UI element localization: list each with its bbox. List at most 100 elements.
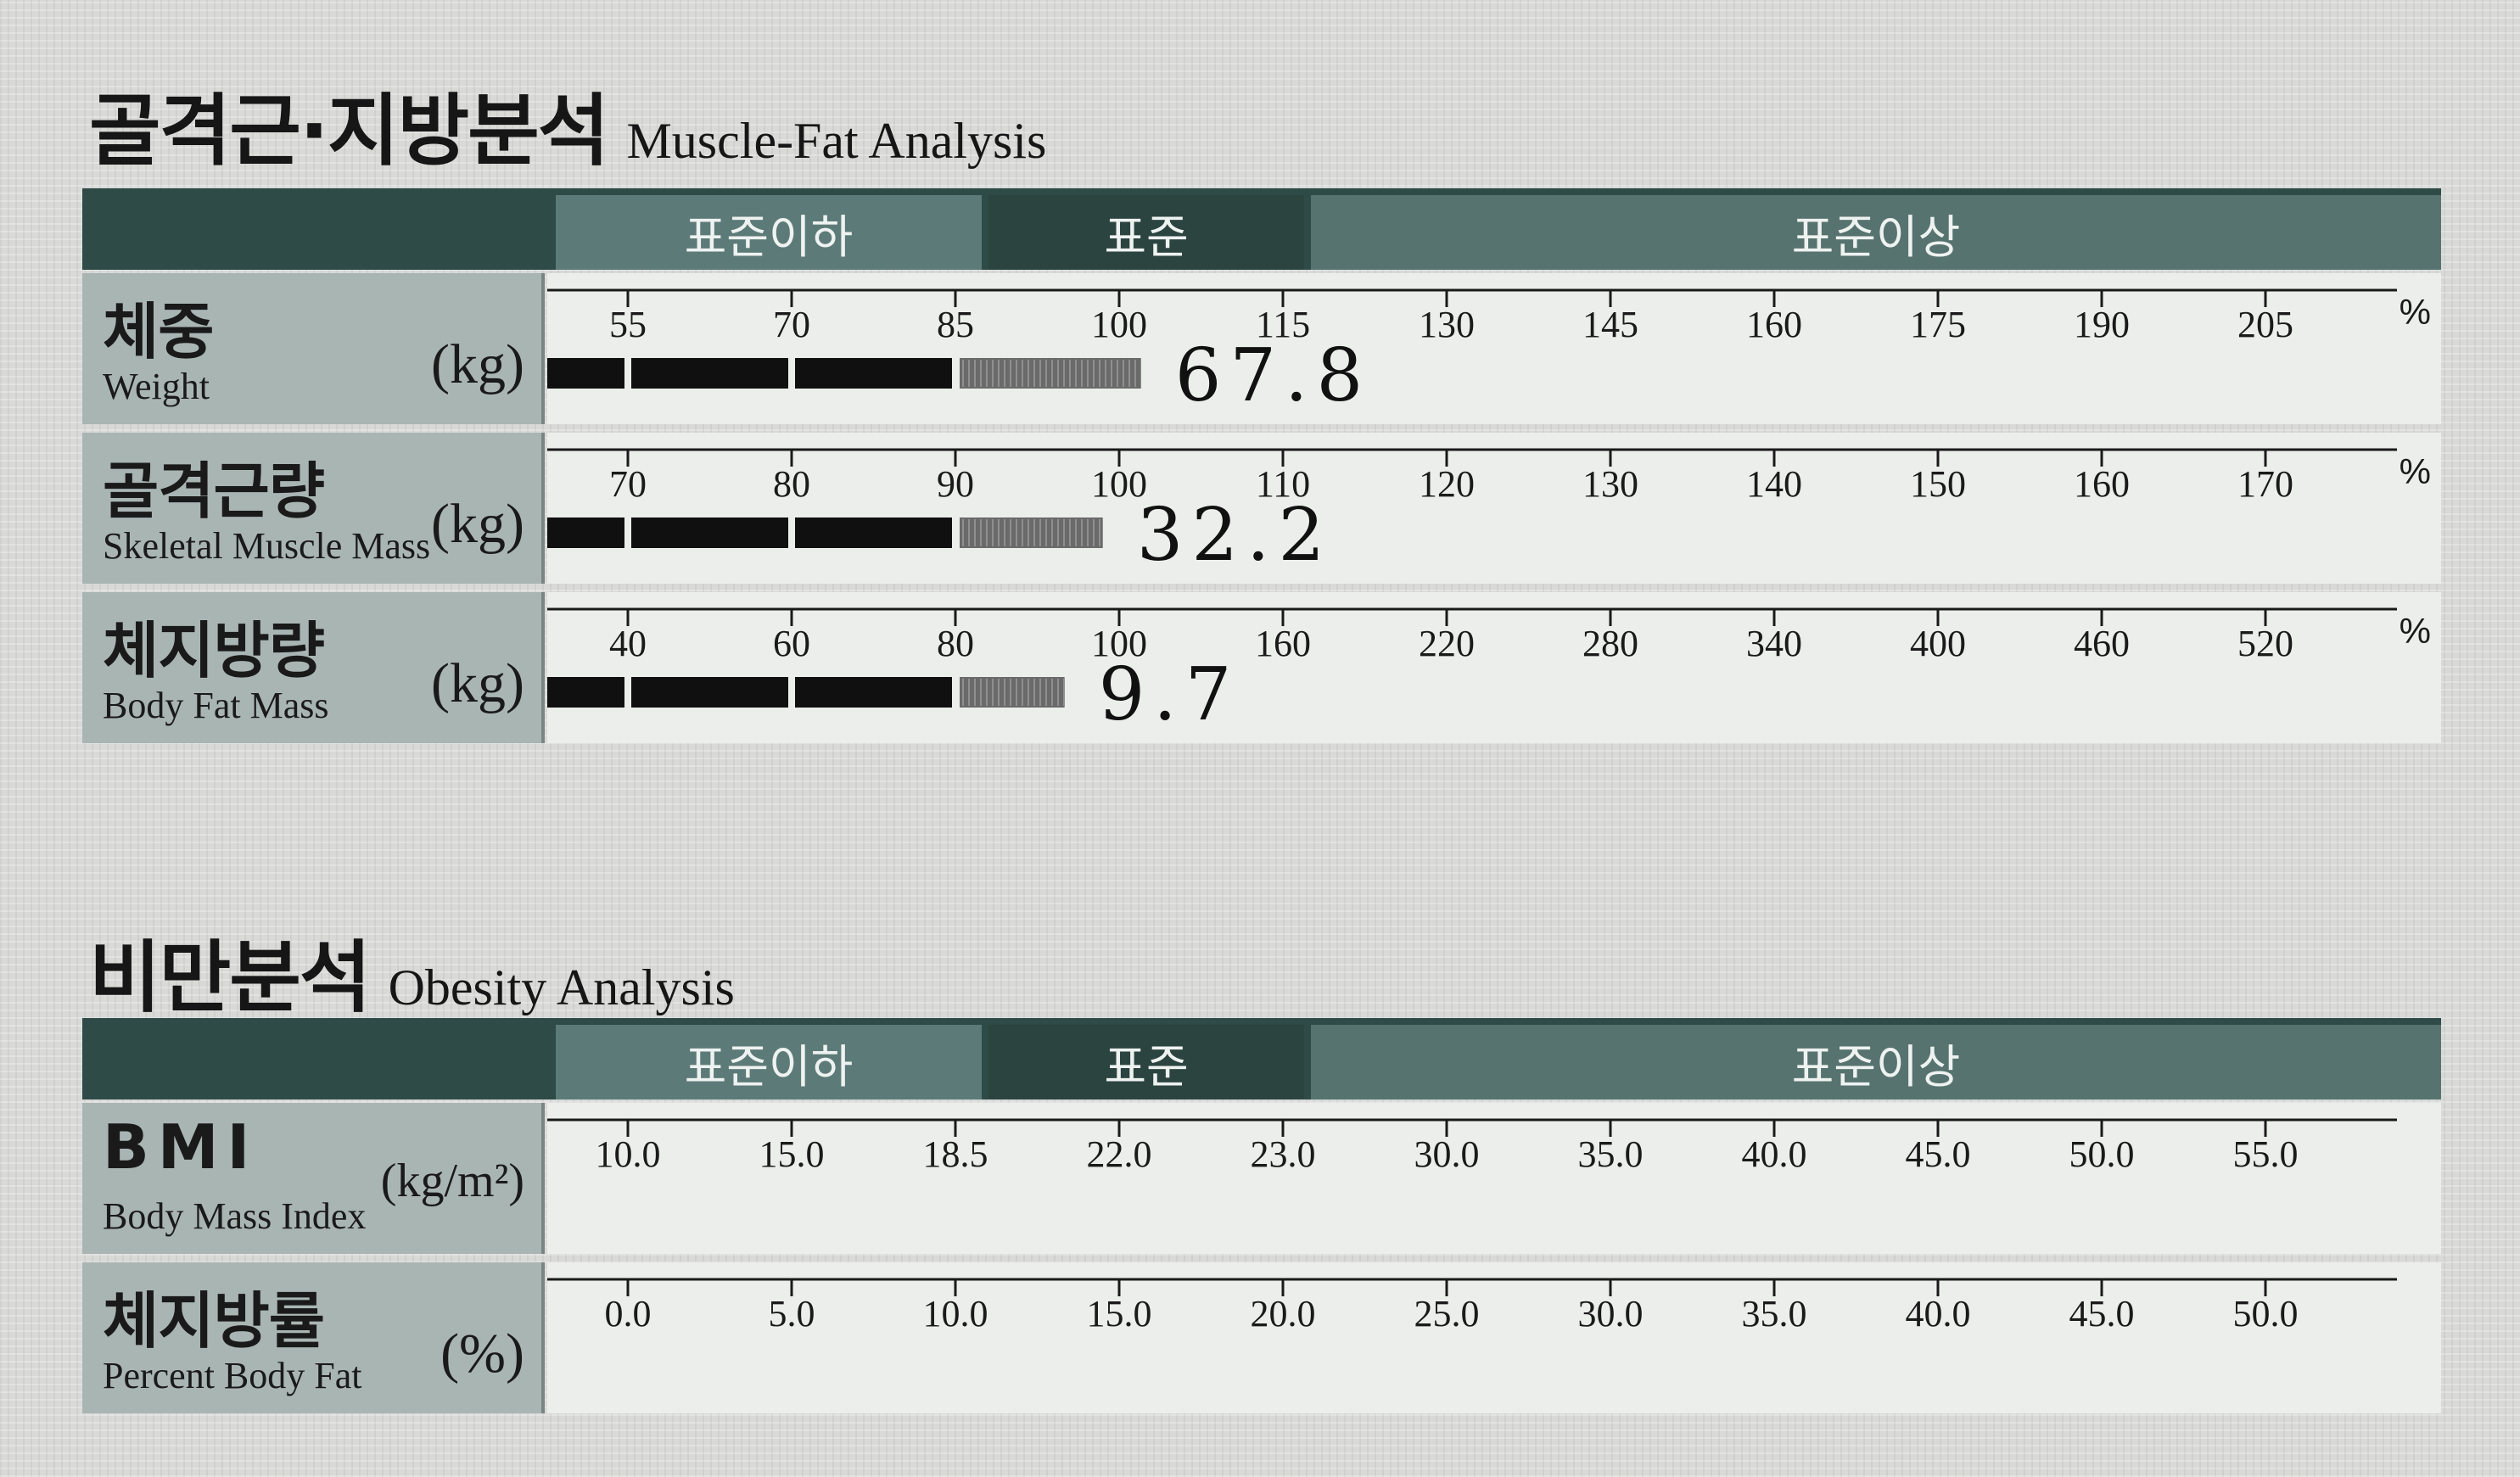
scale-tick-label: 40 [609, 623, 647, 664]
bar-segment [795, 677, 952, 708]
scale-tick-label: 55.0 [2233, 1133, 2299, 1175]
bar-segment [547, 677, 624, 708]
row-label: 체지방량 Body Fat Mass (kg) [82, 592, 545, 743]
bar-segment [547, 358, 624, 389]
row-name-ko: 골격근량 [103, 456, 325, 527]
header-above-standard: 표준이상 [1311, 195, 2441, 270]
scale-tick-label: 18.5 [923, 1133, 988, 1175]
scale-tick-label: 110 [1256, 463, 1310, 505]
row-chart: 0.0 5.0 10.0 15.0 20.0 25.0 30.0 35.0 40.0 45.0 50… [547, 1262, 2441, 1413]
scale-tick-label: 85 [937, 304, 974, 345]
scale-tick-label: 140 [1746, 463, 1802, 505]
scale-tick-label: 22.0 [1087, 1133, 1152, 1175]
percent-sign: % [2400, 451, 2431, 491]
row-unit: (kg) [431, 493, 524, 555]
scale-tick-label: 60 [773, 623, 810, 664]
weight-bar-chart: 55 70 85 100 115 130 145 160 175 190 205 % 67.8 [547, 288, 2431, 418]
bar-segment [631, 677, 788, 708]
bar-fill [960, 677, 1065, 708]
scale-tick-label: 15.0 [1087, 1293, 1152, 1334]
scale-tick-label: 10.0 [596, 1133, 661, 1175]
row-percent-body-fat: 체지방률 Percent Body Fat (%) 0.0 5.0 10.0 15.0… [82, 1262, 2441, 1413]
obesity-title-en: Obesity Analysis [388, 959, 735, 1015]
scale-tick-label: 100 [1091, 463, 1147, 505]
row-name-ko: 체중 [103, 296, 214, 367]
scale-tick-label: 175 [1910, 304, 1966, 345]
muscle-fat-title-en: Muscle-Fat Analysis [626, 113, 1047, 169]
scale-tick-label: 130 [1419, 304, 1475, 345]
header-standard: 표준 [988, 195, 1304, 270]
row-name-en: Skeletal Muscle Mass [103, 525, 431, 567]
row-name-ko: 체지방률 [103, 1285, 325, 1357]
scale-tick-label: 520 [2237, 623, 2293, 664]
scale-tick-label: 40.0 [1906, 1293, 1971, 1334]
scale-tick-label: 45.0 [2069, 1293, 2135, 1334]
scale-tick-label: 160 [1746, 304, 1802, 345]
row-label: 골격근량 Skeletal Muscle Mass (kg) [82, 433, 545, 584]
scale-tick-label: 170 [2237, 463, 2293, 505]
scale-tick-label: 150 [1910, 463, 1966, 505]
muscle-fat-title-ko: 골격근·지방분석 [89, 86, 609, 176]
scale-tick-label: 70 [609, 463, 647, 505]
scale-tick-label: 30.0 [1578, 1293, 1644, 1334]
scale-tick-label: 20.0 [1251, 1293, 1316, 1334]
scale-tick-label: 145 [1582, 304, 1638, 345]
scale-tick-label: 130 [1582, 463, 1638, 505]
scale-tick-label: 50.0 [2233, 1293, 2299, 1334]
bar-segment [547, 518, 624, 548]
row-chart: 55 70 85 100 115 130 145 160 175 190 205% 67.8 [547, 273, 2441, 424]
obesity-title-ko: 비만분석 [89, 932, 372, 1023]
scale-tick-label: 340 [1746, 623, 1802, 664]
scale-tick-label: 55 [609, 304, 647, 345]
bar-segment [795, 518, 952, 548]
row-unit: (kg) [431, 652, 524, 714]
row-label: BMI Body Mass Index (kg/m²) [82, 1103, 545, 1254]
row-chart: 70 80 90 100 110 120 130 140 150 160 170% 32.2 [547, 433, 2441, 584]
scale-tick-label: 100 [1091, 304, 1147, 345]
measured-value: 32.2 [1137, 493, 1333, 578]
scale-tick-label: 80 [773, 463, 810, 505]
row-chart: 10.0 15.0 18.5 22.0 23.0 30.0 35.0 40.0 45.0 50.0… [547, 1103, 2441, 1254]
scale-tick-label: 80 [937, 623, 974, 664]
header-label-cell [82, 1025, 549, 1099]
row-name-ko: BMI [103, 1111, 259, 1183]
row-unit: (kg) [431, 333, 524, 395]
scale-tick-label: 190 [2074, 304, 2130, 345]
scale-tick-label: 5.0 [769, 1293, 815, 1334]
row-skeletal-muscle: 골격근량 Skeletal Muscle Mass (kg) 70 80 90 100… [82, 433, 2441, 584]
scale-tick-label: 50.0 [2069, 1133, 2135, 1175]
header-standard: 표준 [988, 1025, 1304, 1099]
obesity-header: 표준이하 표준 표준이상 [82, 1018, 2441, 1099]
header-above-standard: 표준이상 [1311, 1025, 2441, 1099]
row-name-en: Weight [103, 366, 210, 407]
percent-sign: % [2400, 292, 2431, 332]
scale-tick-label: 120 [1419, 463, 1475, 505]
row-name-en: Body Mass Index [103, 1195, 367, 1237]
row-label: 체중 Weight (kg) [82, 273, 545, 424]
scale-tick-label: 15.0 [759, 1133, 825, 1175]
measured-value: 9.7 [1099, 652, 1240, 737]
scale-tick-label: 25.0 [1414, 1293, 1480, 1334]
scale-tick-label: 45.0 [1906, 1133, 1971, 1175]
obesity-title: 비만분석 Obesity Analysis [89, 915, 735, 1027]
header-below-standard: 표준이하 [556, 1025, 982, 1099]
scale-tick-label: 100 [1091, 623, 1147, 664]
header-label-cell [82, 195, 549, 270]
scale-tick-label: 35.0 [1742, 1293, 1807, 1334]
scale-tick-label: 30.0 [1414, 1133, 1480, 1175]
header-below-standard: 표준이하 [556, 195, 982, 270]
bar-segment [795, 358, 952, 389]
scale-tick-label: 280 [1582, 623, 1638, 664]
scale-tick-label: 220 [1419, 623, 1475, 664]
muscle-fat-title: 골격근·지방분석 Muscle-Fat Analysis [89, 68, 1046, 181]
scale-tick-label: 23.0 [1251, 1133, 1316, 1175]
row-name-en: Body Fat Mass [103, 685, 329, 726]
scale-tick-label: 160 [1255, 623, 1311, 664]
scale-tick-label: 10.0 [923, 1293, 988, 1334]
percent-body-fat-bar-chart: 0.0 5.0 10.0 15.0 20.0 25.0 30.0 35.0 40.0 45.0 50… [547, 1278, 2397, 1334]
bmi-bar-chart: 10.0 15.0 18.5 22.0 23.0 30.0 35.0 40.0 45.0 50.0… [547, 1118, 2397, 1175]
skeletal-muscle-bar-chart: 70 80 90 100 110 120 130 140 150 160 170 % 32.2 [547, 448, 2431, 578]
scale-tick-label: 205 [2237, 304, 2293, 345]
scale-tick-label: 400 [1910, 623, 1966, 664]
bar-fill [960, 518, 1103, 548]
